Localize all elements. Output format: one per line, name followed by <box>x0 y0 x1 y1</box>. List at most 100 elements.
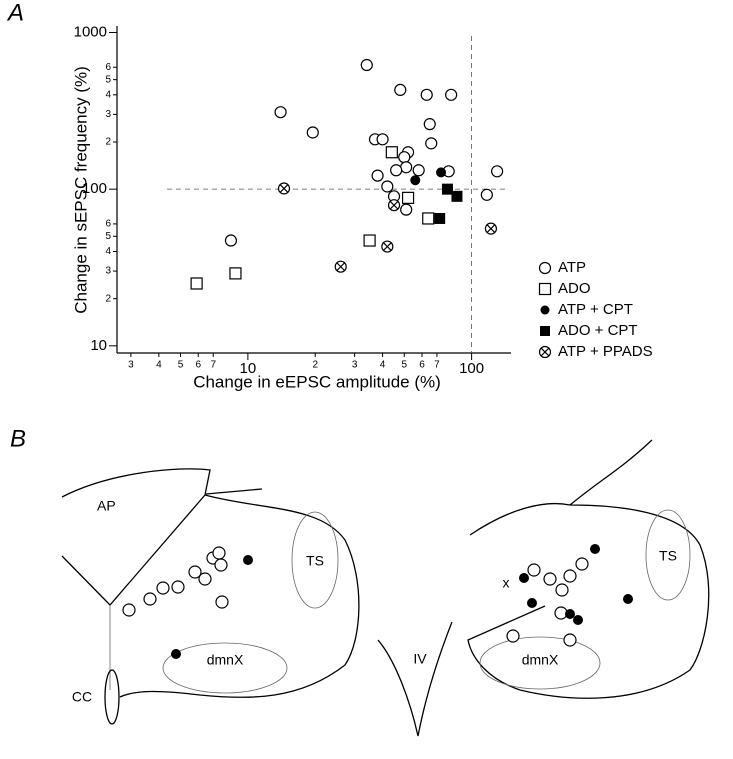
region-label: CC <box>72 689 92 705</box>
y-tick-label: 3 <box>105 109 111 120</box>
y-tick-label: 4 <box>105 246 111 257</box>
panel-label: A <box>6 0 24 26</box>
legend-label: ATP <box>558 259 586 276</box>
dmnx-outline <box>162 642 288 694</box>
point <box>387 199 401 212</box>
point <box>410 175 421 186</box>
point <box>423 118 436 131</box>
site-markers <box>122 546 253 659</box>
x-tick-label: 100 <box>459 360 484 377</box>
point <box>277 182 291 195</box>
x-tick-label: 5 <box>178 360 184 371</box>
x-tick-label: 6 <box>419 360 425 371</box>
point <box>434 212 446 224</box>
region-label: IV <box>413 651 427 667</box>
legend-label: ADO + CPT <box>558 322 638 339</box>
point <box>425 137 438 150</box>
cc-outline <box>104 669 120 725</box>
ts-outline <box>645 509 691 601</box>
point <box>422 212 435 225</box>
legend-label: ADO <box>558 280 591 297</box>
point <box>229 267 242 280</box>
point-cross <box>389 200 399 210</box>
x-tick-label: 7 <box>434 360 440 371</box>
point <box>394 83 407 97</box>
legend-label: ATP + PPADS <box>558 343 653 360</box>
point <box>385 146 398 159</box>
point <box>401 191 415 204</box>
point <box>224 234 238 247</box>
point <box>540 326 550 336</box>
point <box>445 88 458 101</box>
point-cross <box>383 242 392 251</box>
y-tick-label: 5 <box>105 74 111 85</box>
x-tick-label: 5 <box>401 360 407 371</box>
outline <box>61 468 211 606</box>
region-label: TS <box>659 548 677 564</box>
x-tick-label: 6 <box>195 360 201 371</box>
y-tick-label: 1000 <box>74 23 107 40</box>
outline <box>377 621 453 737</box>
point <box>400 161 413 174</box>
point <box>363 234 376 247</box>
y-tick-label: 4 <box>105 89 111 100</box>
y-tick-label: 2 <box>105 137 111 148</box>
y-tick-label: 3 <box>105 266 111 277</box>
legend-label: ATP + CPT <box>558 301 633 318</box>
point <box>538 282 552 296</box>
y-tick-label: 2 <box>105 293 111 304</box>
point <box>540 305 550 315</box>
x-tick-label: 4 <box>156 360 162 371</box>
y-tick-label: 5 <box>105 231 111 242</box>
point-cross <box>486 224 496 233</box>
point <box>436 167 447 178</box>
x-tick-label: 2 <box>312 360 318 371</box>
panel-label: B <box>10 425 26 452</box>
point <box>480 188 493 201</box>
y-tick-label: 6 <box>105 62 111 73</box>
x-axis-title: Change in eEPSC amplitude (%) <box>193 372 441 391</box>
outline <box>569 439 653 506</box>
point <box>390 164 403 177</box>
point <box>190 277 203 290</box>
region-label: AP <box>97 498 116 514</box>
point <box>381 180 394 193</box>
x-tick-label: 7 <box>210 360 216 371</box>
dmnx-outline <box>479 636 601 690</box>
point <box>420 88 433 101</box>
x-tick-label: 3 <box>128 360 134 371</box>
y-tick-label: 100 <box>82 180 107 197</box>
region-label: dmnX <box>522 652 559 668</box>
outline <box>467 502 710 699</box>
point <box>381 240 394 253</box>
point <box>538 345 552 359</box>
region-label: TS <box>306 553 324 569</box>
point <box>400 203 413 216</box>
y-axis-title: Change in sEPSC frequency (%) <box>71 66 90 314</box>
y-tick-label: 10 <box>90 337 107 354</box>
point <box>538 261 552 275</box>
site-markers <box>506 544 633 647</box>
point <box>334 260 347 273</box>
point <box>490 165 504 178</box>
point <box>376 133 389 146</box>
point <box>451 190 463 202</box>
region-label: dmnX <box>207 652 244 668</box>
point <box>484 222 498 235</box>
point-cross <box>279 184 289 193</box>
region-label: x <box>503 575 510 591</box>
point <box>398 151 411 164</box>
outline <box>205 488 263 495</box>
panel-b: B AP TS dmnX CC IV TS dmnX x <box>10 425 710 737</box>
point <box>360 58 373 72</box>
point <box>412 164 425 177</box>
point-cross <box>540 347 550 357</box>
x-tick-label: 3 <box>352 360 358 371</box>
y-tick-label: 6 <box>105 219 111 230</box>
point-cross <box>336 262 345 271</box>
ts-outline <box>291 511 339 609</box>
point <box>371 169 384 182</box>
x-tick-label: 10 <box>240 360 257 377</box>
point <box>441 183 453 195</box>
